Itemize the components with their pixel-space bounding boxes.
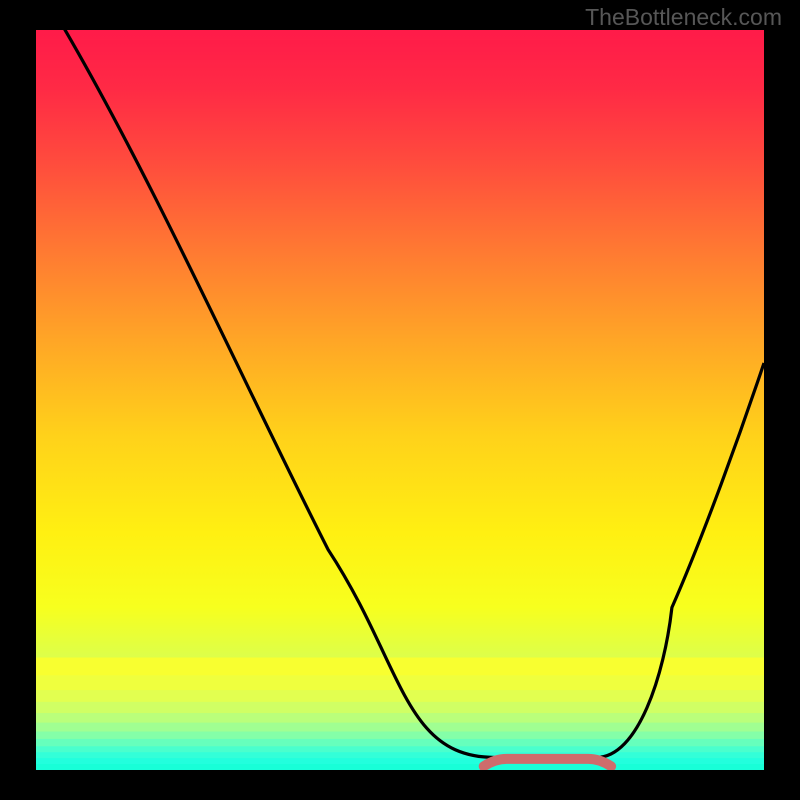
bottom-color-bands	[36, 658, 764, 771]
frame-left	[0, 0, 36, 800]
bottleneck-chart	[0, 0, 800, 800]
watermark-text: TheBottleneck.com	[585, 4, 782, 31]
frame-bottom	[0, 770, 800, 800]
frame-right	[764, 0, 800, 800]
chart-root: TheBottleneck.com	[0, 0, 800, 800]
